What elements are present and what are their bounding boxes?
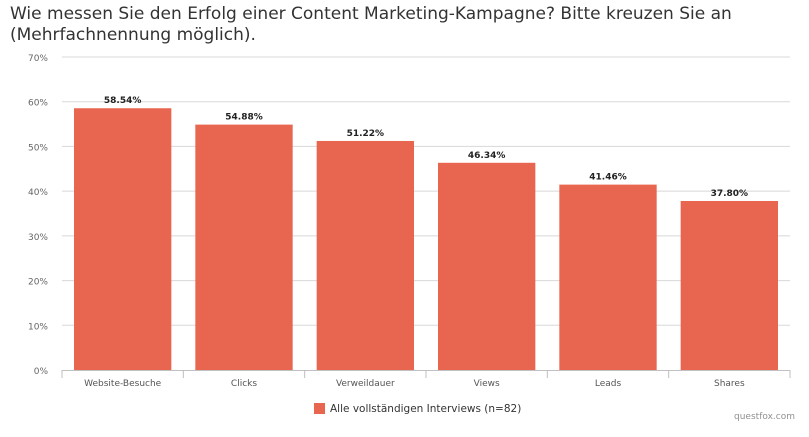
y-tick-label: 50%	[28, 143, 48, 153]
data-label: 46.34%	[468, 151, 506, 161]
x-tick-label: Verweildauer	[336, 379, 395, 389]
data-label: 58.54%	[104, 96, 142, 106]
bar[interactable]	[195, 124, 293, 370]
legend-label[interactable]: Alle vollständigen Interviews (n=82)	[330, 403, 521, 415]
x-tick-label: Leads	[595, 379, 622, 389]
x-tick-label: Clicks	[231, 379, 257, 389]
bar[interactable]	[680, 200, 778, 370]
bar[interactable]	[559, 184, 657, 370]
y-tick-label: 70%	[28, 54, 48, 64]
data-label: 41.46%	[589, 173, 627, 183]
y-tick-label: 20%	[28, 278, 48, 288]
data-label: 37.80%	[711, 189, 749, 199]
y-tick-label: 30%	[28, 233, 48, 243]
chart-title: Wie messen Sie den Erfolg einer Content …	[10, 4, 732, 45]
y-tick-label: 60%	[28, 99, 48, 109]
credit-label: questfox.com	[734, 412, 795, 422]
legend-swatch[interactable]	[314, 403, 325, 414]
y-tick-label: 0%	[34, 367, 49, 377]
x-tick-label: Website-Besuche	[84, 379, 162, 389]
x-tick-label: Views	[474, 379, 500, 389]
bar[interactable]	[74, 108, 172, 371]
y-tick-label: 40%	[28, 188, 48, 198]
x-tick-label: Shares	[714, 379, 745, 389]
data-label: 54.88%	[225, 113, 263, 123]
y-tick-label: 10%	[28, 322, 48, 332]
bar[interactable]	[438, 162, 536, 370]
bar[interactable]	[316, 140, 414, 370]
data-label: 51.22%	[347, 129, 385, 139]
